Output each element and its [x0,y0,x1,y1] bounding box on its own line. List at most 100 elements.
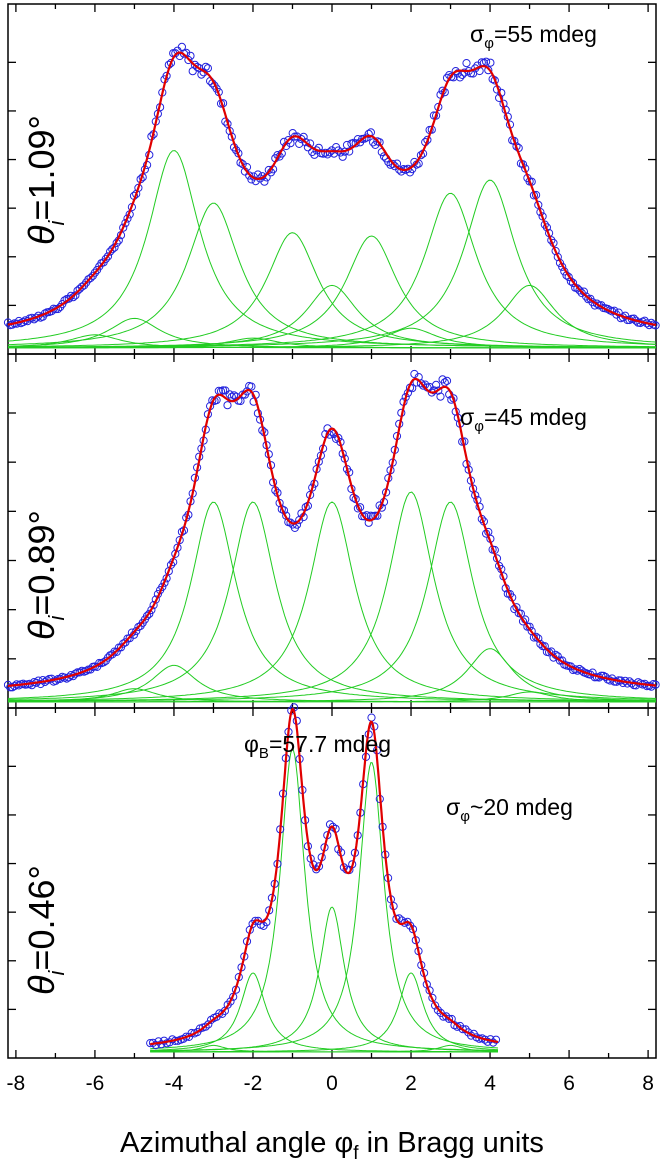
data-point [364,518,373,527]
data-point [3,318,13,327]
data-point [518,160,528,169]
data-point [334,433,343,442]
data-point [193,62,202,72]
data-point [444,1014,454,1024]
fit-line [7,377,657,687]
data-point [301,138,310,147]
data-point [197,70,206,79]
data-point [540,642,549,651]
data-point [436,392,445,401]
data-point [455,73,465,82]
data-point [360,512,369,521]
data-point [238,160,247,169]
component-curve [8,202,656,348]
x-tick-label: -2 [244,1072,263,1095]
data-point [460,68,469,77]
data-point [36,679,45,689]
data-point [203,64,212,73]
data-point [486,58,495,67]
phiB-label: φB=57.7 mdeg [244,731,391,762]
data-point [77,282,87,291]
data-point [534,200,543,209]
component-curve [8,664,656,703]
data-point [482,57,491,66]
sigma-label-bottom: σφ~20 mdeg [446,794,573,825]
data-point [392,914,401,923]
component-curve [7,501,656,702]
data-point [201,62,210,71]
data-point [119,223,128,232]
data-point [106,247,115,256]
data-point [147,605,156,615]
data-point [351,139,360,148]
data-point [416,379,425,388]
data-point [568,278,578,287]
x-tick-label: -8 [7,1072,26,1095]
component-curve [8,501,656,702]
data-point [490,76,499,85]
data-point [431,1001,440,1010]
data-point [442,376,452,385]
data-point [215,1009,224,1018]
data-point [442,1012,451,1021]
data-point [432,380,441,389]
data-point [518,617,528,626]
data-point [364,129,373,138]
component-curve [8,179,657,348]
data-point [108,650,117,659]
data-point [6,683,15,692]
data-point [510,136,519,146]
data-point [582,292,591,301]
data-point [84,665,93,674]
data-point [367,713,376,722]
data-point [229,391,239,400]
data-point [121,219,130,228]
component-curve [150,972,499,1053]
x-tick-label: 6 [563,1072,575,1095]
data-point [108,245,117,254]
data-point [532,632,541,642]
data-point [592,299,602,308]
data-point [338,152,347,161]
panel-middle [3,354,660,708]
data-point [204,1020,213,1029]
x-tick-label: 0 [326,1072,338,1095]
data-point [101,254,110,263]
data-point [375,138,384,147]
x-axis-title: Azimuthal angle φf in Bragg units [120,1127,544,1164]
data-point [226,997,235,1006]
component-curve [150,972,498,1053]
data-point [71,291,80,300]
theta-label-bottom: θi=0.46° [21,865,69,995]
theta-label-middle: θi=0.89° [21,510,69,640]
x-tick-label: 4 [484,1072,496,1095]
data-point [647,682,656,691]
data-point [462,59,471,68]
x-axis: -8 -6 -4 -2 0 2 4 6 8 [7,1072,654,1095]
component-curve [7,501,657,702]
data-point [158,582,167,592]
data-point [260,177,269,186]
theta-label-top: θi=1.09° [21,115,69,245]
component-curve [8,284,657,349]
data-point [119,639,128,648]
data-point [184,55,193,65]
component-curve [8,501,656,702]
component-curve [8,491,657,702]
fit-line [150,707,499,1046]
data-point [103,252,113,261]
data-point [218,1009,227,1019]
data-point [149,601,158,610]
data-point [99,658,108,667]
data-point [573,284,582,293]
data-point [588,668,597,677]
data-point [69,293,78,302]
data-point [536,639,545,649]
data-point [434,386,443,395]
data-point [166,560,176,570]
sigma-label-middle: σφ=45 mdeg [460,404,587,435]
data-point [127,628,136,637]
data-point [651,321,660,330]
data-point [336,148,345,157]
